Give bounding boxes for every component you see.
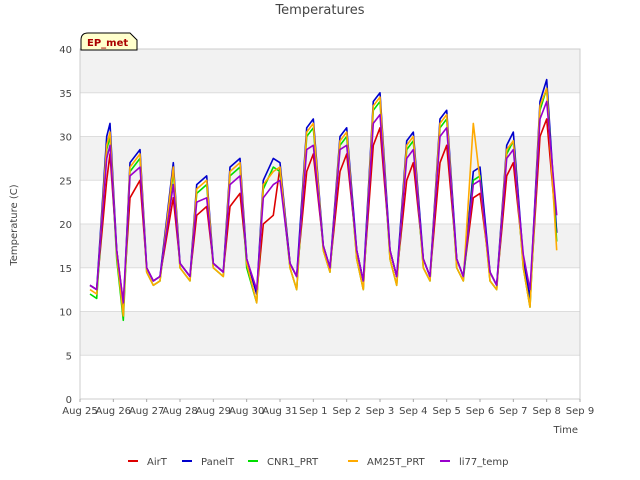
series-line-li77_temp — [89, 100, 558, 304]
y-tick-label: 5 — [66, 351, 72, 362]
band — [80, 136, 580, 181]
x-tick-label: Sep 1 — [299, 406, 327, 417]
legend-label: li77_temp — [459, 457, 508, 468]
x-tick-label: Sep 5 — [432, 406, 460, 417]
x-tick-label: Sep 2 — [332, 406, 360, 417]
x-tick-label: Aug 31 — [262, 406, 297, 417]
y-axis-ticks: 0 5 10 15 20 25 30 35 40 — [59, 45, 72, 406]
background-bands — [80, 49, 580, 356]
x-axis-label: Time — [553, 425, 578, 436]
x-tick-label: Sep 9 — [566, 406, 594, 417]
x-tick-label: Aug 28 — [162, 406, 197, 417]
x-tick-label: Aug 27 — [129, 406, 164, 417]
y-tick-label: 40 — [59, 45, 72, 56]
band — [80, 311, 580, 356]
y-tick-label: 30 — [59, 133, 72, 144]
annotation-label: EP_met — [87, 38, 128, 49]
y-axis-label: Temperature (C) — [9, 184, 20, 266]
x-tick-label: Aug 30 — [229, 406, 264, 417]
series-line-CNR1_PRT — [89, 87, 558, 322]
plot-frame — [79, 48, 581, 400]
x-tick-label: Aug 29 — [196, 406, 231, 417]
series-lines — [89, 78, 558, 322]
x-tick-label: Sep 4 — [399, 406, 427, 417]
y-tick-label: 20 — [59, 220, 72, 231]
y-tick-label: 15 — [59, 264, 72, 275]
legend: AirT PanelT CNR1_PRT AM25T_PRT li77_temp — [128, 457, 508, 468]
x-tick-label: Sep 8 — [532, 406, 560, 417]
band — [80, 49, 580, 93]
x-tick-label: Sep 7 — [499, 406, 527, 417]
y-tick-label: 10 — [59, 308, 72, 319]
x-tick-label: Aug 26 — [96, 406, 131, 417]
x-tick-label: Sep 3 — [366, 406, 394, 417]
legend-label: AM25T_PRT — [367, 457, 426, 468]
x-tick-label: Aug 25 — [62, 406, 97, 417]
legend-label: PanelT — [201, 457, 235, 468]
series-line-AM25T_PRT — [89, 87, 558, 317]
x-tick-label: Sep 6 — [466, 406, 494, 417]
y-tick-label: 0 — [66, 395, 72, 406]
annotation-box: EP_met — [80, 32, 138, 51]
chart-title: Temperatures — [274, 3, 364, 18]
legend-label: CNR1_PRT — [267, 457, 319, 468]
legend-label: AirT — [147, 457, 168, 468]
y-tick-label: 25 — [59, 176, 72, 187]
y-tick-label: 35 — [59, 89, 72, 100]
